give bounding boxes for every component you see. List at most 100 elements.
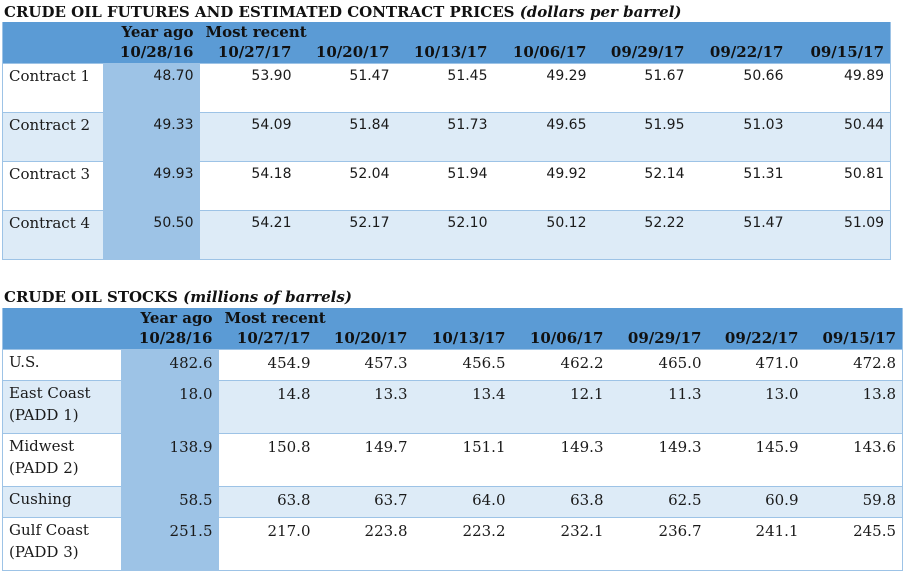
table-cell: 217.0	[218, 517, 317, 571]
table-cell: 52.22	[592, 210, 691, 260]
futures-header-row-1: Year ago Most recent	[2, 22, 891, 41]
table-row: Contract 1 48.70 53.90 51.47 51.45 49.29 51.67…	[2, 63, 891, 113]
futures-date-header: 10/13/17	[395, 41, 494, 64]
table-cell: 63.8	[218, 486, 317, 518]
table-cell: 50.81	[789, 161, 891, 211]
stocks-date-header: 10/27/17	[218, 327, 317, 350]
stocks-date-header: 09/15/17	[804, 327, 903, 350]
table-cell: 232.1	[511, 517, 610, 571]
table-cell: 58.5	[120, 486, 219, 518]
table-cell: 51.09	[789, 210, 891, 260]
table-cell: 49.93	[102, 161, 200, 211]
table-cell: 151.1	[413, 433, 512, 487]
stocks-title-text: CRUDE OIL STOCKS	[4, 288, 178, 306]
table-cell: 223.2	[413, 517, 512, 571]
table-cell: 52.14	[592, 161, 691, 211]
row-label: Gulf Coast (PADD 3)	[2, 517, 121, 571]
table-cell: 51.67	[592, 63, 691, 113]
table-cell: 241.1	[707, 517, 805, 571]
table-cell: 251.5	[120, 517, 219, 571]
table-cell: 472.8	[804, 349, 903, 381]
table-cell: 60.9	[707, 486, 805, 518]
table-row: Midwest (PADD 2) 138.9 150.8 149.7 151.1 149.…	[2, 433, 903, 487]
futures-header-blank-2	[2, 41, 103, 64]
table-cell: 53.90	[199, 63, 298, 113]
table-cell: 145.9	[707, 433, 805, 487]
stocks-year-ago-label: Year ago	[120, 308, 219, 327]
table-cell: 59.8	[804, 486, 903, 518]
table-cell: 50.66	[690, 63, 790, 113]
futures-most-recent-label: Most recent	[199, 22, 891, 41]
futures-date-header: 10/27/17	[199, 41, 298, 64]
futures-header-row-2: 10/28/16 10/27/17 10/20/17 10/13/17 10/0…	[2, 41, 891, 64]
table-cell: 51.95	[592, 112, 691, 162]
table-cell: 54.18	[199, 161, 298, 211]
table-cell: 51.31	[690, 161, 790, 211]
table-row: East Coast (PADD 1) 18.0 14.8 13.3 13.4 12.1 1…	[2, 380, 903, 434]
stocks-unit: (millions of barrels)	[183, 288, 352, 306]
table-cell: 54.21	[199, 210, 298, 260]
table-row: Contract 3 49.93 54.18 52.04 51.94 49.92 52.14…	[2, 161, 891, 211]
stocks-date-header: 09/29/17	[609, 327, 708, 350]
table-cell: 13.8	[804, 380, 903, 434]
futures-date-header: 09/22/17	[690, 41, 790, 64]
table-cell: 51.84	[297, 112, 396, 162]
table-cell: 138.9	[120, 433, 219, 487]
table-cell: 63.7	[316, 486, 414, 518]
stocks-header-blank-2	[2, 327, 121, 350]
table-cell: 49.65	[493, 112, 593, 162]
table-cell: 14.8	[218, 380, 317, 434]
futures-year-ago-label: Year ago	[102, 22, 200, 41]
row-label: U.S.	[2, 349, 121, 381]
table-row: U.S. 482.6 454.9 457.3 456.5 462.2 465.0 471.0 4…	[2, 349, 903, 381]
stocks-table-body: U.S. 482.6 454.9 457.3 456.5 462.2 465.0 471.0 4…	[2, 349, 903, 571]
table-row: Gulf Coast (PADD 3) 251.5 217.0 223.8 223.2 2…	[2, 517, 903, 571]
table-cell: 223.8	[316, 517, 414, 571]
row-label: East Coast (PADD 1)	[2, 380, 121, 434]
futures-table-body: Contract 1 48.70 53.90 51.47 51.45 49.29 51.67…	[2, 63, 891, 260]
table-cell: 62.5	[609, 486, 708, 518]
stocks-title: CRUDE OIL STOCKS (millions of barrels)	[4, 288, 352, 306]
row-label: Contract 4	[2, 210, 103, 260]
futures-date-header: 10/28/16	[102, 41, 200, 64]
table-cell: 50.44	[789, 112, 891, 162]
table-cell: 52.04	[297, 161, 396, 211]
row-label: Cushing	[2, 486, 121, 518]
table-cell: 18.0	[120, 380, 219, 434]
table-cell: 51.45	[395, 63, 494, 113]
table-cell: 64.0	[413, 486, 512, 518]
table-cell: 143.6	[804, 433, 903, 487]
table-row: Cushing 58.5 63.8 63.7 64.0 63.8 62.5 60.9 59.8	[2, 486, 903, 518]
stocks-header-row-1: Year ago Most recent	[2, 308, 903, 327]
table-cell: 465.0	[609, 349, 708, 381]
table-row: Contract 2 49.33 54.09 51.84 51.73 49.65 51.95…	[2, 112, 891, 162]
stocks-header-row-2: 10/28/16 10/27/17 10/20/17 10/13/17 10/0…	[2, 327, 903, 350]
futures-date-header: 09/15/17	[789, 41, 891, 64]
table-cell: 50.50	[102, 210, 200, 260]
table-cell: 51.03	[690, 112, 790, 162]
table-cell: 456.5	[413, 349, 512, 381]
stocks-most-recent-label: Most recent	[218, 308, 903, 327]
table-cell: 51.73	[395, 112, 494, 162]
stocks-date-header: 10/13/17	[413, 327, 512, 350]
table-cell: 50.12	[493, 210, 593, 260]
table-cell: 150.8	[218, 433, 317, 487]
table-cell: 51.47	[690, 210, 790, 260]
table-cell: 454.9	[218, 349, 317, 381]
table-cell: 51.47	[297, 63, 396, 113]
table-cell: 49.92	[493, 161, 593, 211]
table-cell: 149.3	[609, 433, 708, 487]
stocks-header-blank	[2, 308, 121, 327]
table-cell: 236.7	[609, 517, 708, 571]
futures-table: Year ago Most recent 10/28/16 10/27/17 1…	[2, 22, 892, 260]
table-cell: 13.4	[413, 380, 512, 434]
table-cell: 471.0	[707, 349, 805, 381]
stocks-date-header: 10/28/16	[120, 327, 219, 350]
stocks-date-header: 09/22/17	[707, 327, 805, 350]
futures-unit: (dollars per barrel)	[519, 3, 682, 21]
table-cell: 54.09	[199, 112, 298, 162]
table-cell: 245.5	[804, 517, 903, 571]
table-cell: 52.10	[395, 210, 494, 260]
row-label: Contract 1	[2, 63, 103, 113]
table-cell: 457.3	[316, 349, 414, 381]
